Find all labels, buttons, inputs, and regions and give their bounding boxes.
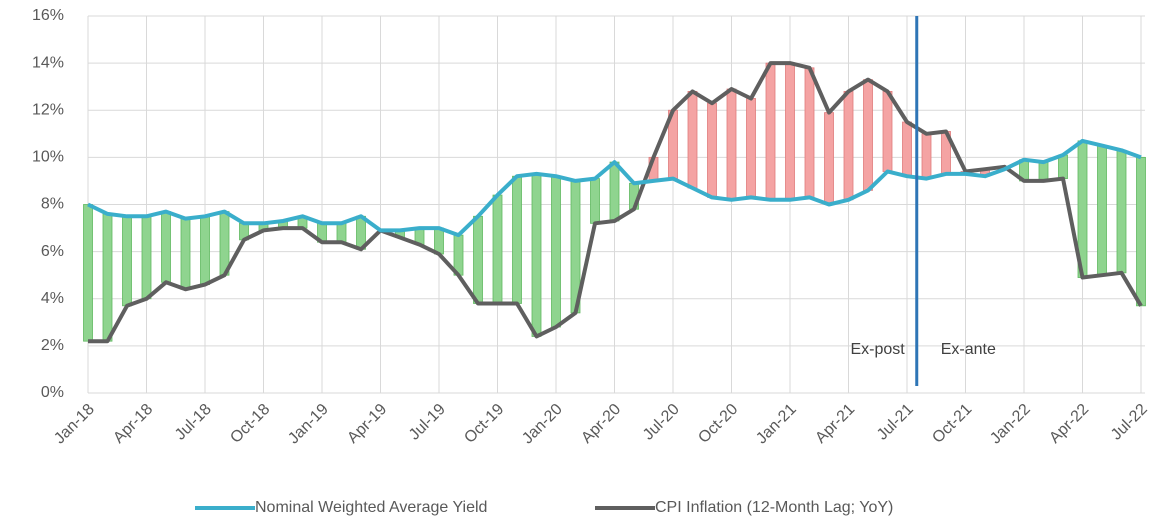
y-tick-label: 0% <box>41 384 64 401</box>
y-tick-label: 14% <box>32 54 64 71</box>
spread-bar <box>1058 154 1068 179</box>
spread-bar <box>863 79 873 191</box>
y-tick-label: 2% <box>41 337 64 354</box>
y-tick-label: 4% <box>41 290 64 307</box>
spread-bar <box>687 91 698 189</box>
spread-bar <box>180 218 191 290</box>
spread-bar <box>902 121 912 177</box>
y-tick-label: 12% <box>32 101 64 118</box>
spread-bar <box>492 194 503 304</box>
spread-bar <box>785 62 795 201</box>
spread-bar <box>804 67 815 198</box>
spread-bar <box>1097 145 1107 276</box>
spread-bar <box>512 175 522 304</box>
spread-bar <box>122 215 132 307</box>
spread-bar <box>882 91 893 172</box>
spread-bar <box>765 62 776 201</box>
annotation: Ex-post <box>851 341 906 358</box>
legend-label: Nominal Weighted Average Yield <box>255 499 487 516</box>
spread-bar <box>161 211 171 283</box>
spread-bar <box>83 204 93 342</box>
spread-bar <box>726 88 737 201</box>
line-series <box>87 138 1142 238</box>
line-series <box>88 61 1143 344</box>
spread-bar <box>1136 156 1146 307</box>
spread-bar <box>921 133 932 179</box>
spread-bar <box>141 215 152 300</box>
spread-bar <box>336 222 347 243</box>
spread-bar <box>707 102 717 198</box>
y-tick-label: 8% <box>41 196 64 213</box>
y-tick-label: 6% <box>41 243 64 260</box>
spread-bar <box>824 112 834 205</box>
spread-bar <box>609 161 620 222</box>
annotation: Ex-ante <box>941 341 996 358</box>
legend-label: CPI Inflation (12-Month Lag; YoY) <box>655 499 893 516</box>
spread-bar <box>551 175 561 328</box>
spread-bar <box>1116 149 1127 274</box>
y-tick-label: 16% <box>32 7 64 24</box>
spread-bar <box>843 91 854 201</box>
spread-bar <box>590 178 600 224</box>
spread-bar <box>473 215 483 304</box>
spread-bar <box>434 227 444 255</box>
spread-bar <box>531 173 542 337</box>
spread-bar <box>1038 161 1049 182</box>
spread-bar <box>746 98 756 198</box>
spread-bar <box>200 215 210 286</box>
y-tick-label: 10% <box>32 149 64 166</box>
spread-bar <box>102 213 113 342</box>
